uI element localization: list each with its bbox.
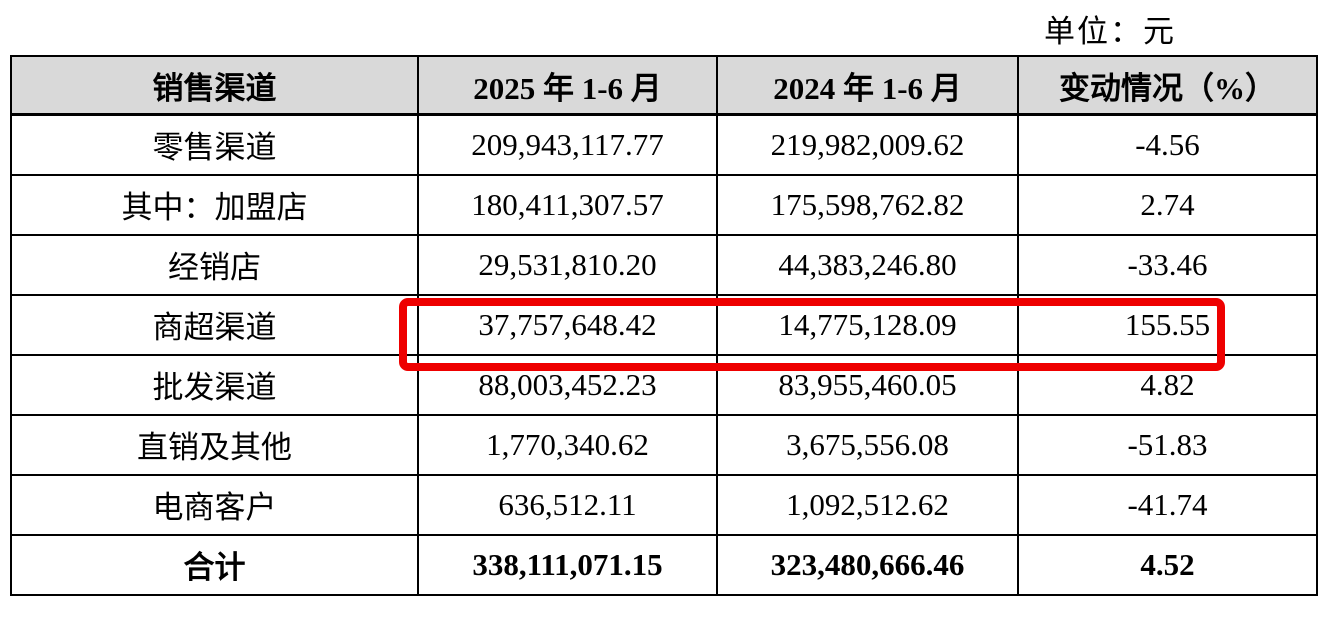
table-body: 零售渠道 209,943,117.77 219,982,009.62 -4.56… (10, 113, 1318, 596)
header-2024: 2024 年 1-6 月 (716, 55, 1019, 116)
table-row: 合计 338,111,071.15 323,480,666.46 4.52 (10, 533, 1318, 596)
table-header-row: 销售渠道 2025 年 1-6 月 2024 年 1-6 月 变动情况（%） (10, 55, 1318, 116)
change-cell: -41.74 (1017, 473, 1318, 536)
value-2024-cell: 14,775,128.09 (716, 293, 1019, 356)
header-2025: 2025 年 1-6 月 (417, 55, 718, 116)
channel-cell: 零售渠道 (10, 113, 419, 176)
table-row: 批发渠道 88,003,452.23 83,955,460.05 4.82 (10, 353, 1318, 416)
header-change: 变动情况（%） (1017, 55, 1318, 116)
value-2024-cell: 44,383,246.80 (716, 233, 1019, 296)
value-2025-cell: 1,770,340.62 (417, 413, 718, 476)
value-2024-cell: 323,480,666.46 (716, 533, 1019, 596)
channel-cell: 商超渠道 (10, 293, 419, 356)
change-cell: -51.83 (1017, 413, 1318, 476)
change-cell: -4.56 (1017, 113, 1318, 176)
table-row: 商超渠道 37,757,648.42 14,775,128.09 155.55 (10, 293, 1318, 356)
value-2025-cell: 88,003,452.23 (417, 353, 718, 416)
value-2025-cell: 180,411,307.57 (417, 173, 718, 236)
value-2025-cell: 29,531,810.20 (417, 233, 718, 296)
table-row: 其中：加盟店 180,411,307.57 175,598,762.82 2.7… (10, 173, 1318, 236)
channel-cell: 批发渠道 (10, 353, 419, 416)
sales-channel-table: 销售渠道 2025 年 1-6 月 2024 年 1-6 月 变动情况（%） 零… (10, 55, 1318, 596)
table-row: 经销店 29,531,810.20 44,383,246.80 -33.46 (10, 233, 1318, 296)
table-row: 电商客户 636,512.11 1,092,512.62 -41.74 (10, 473, 1318, 536)
value-2025-cell: 636,512.11 (417, 473, 718, 536)
channel-cell: 合计 (10, 533, 419, 596)
unit-label: 单位：元 (1044, 14, 1176, 49)
value-2025-cell: 338,111,071.15 (417, 533, 718, 596)
value-2024-cell: 175,598,762.82 (716, 173, 1019, 236)
channel-cell: 其中：加盟店 (10, 173, 419, 236)
value-2024-cell: 219,982,009.62 (716, 113, 1019, 176)
change-cell: 4.52 (1017, 533, 1318, 596)
table-row: 零售渠道 209,943,117.77 219,982,009.62 -4.56 (10, 113, 1318, 176)
channel-cell: 直销及其他 (10, 413, 419, 476)
header-channel: 销售渠道 (10, 55, 419, 116)
change-cell: 2.74 (1017, 173, 1318, 236)
change-cell: 4.82 (1017, 353, 1318, 416)
channel-cell: 经销店 (10, 233, 419, 296)
channel-cell: 电商客户 (10, 473, 419, 536)
value-2024-cell: 3,675,556.08 (716, 413, 1019, 476)
value-2025-cell: 37,757,648.42 (417, 293, 718, 356)
table-row: 直销及其他 1,770,340.62 3,675,556.08 -51.83 (10, 413, 1318, 476)
change-cell: 155.55 (1017, 293, 1318, 356)
change-cell: -33.46 (1017, 233, 1318, 296)
value-2024-cell: 83,955,460.05 (716, 353, 1019, 416)
value-2024-cell: 1,092,512.62 (716, 473, 1019, 536)
value-2025-cell: 209,943,117.77 (417, 113, 718, 176)
